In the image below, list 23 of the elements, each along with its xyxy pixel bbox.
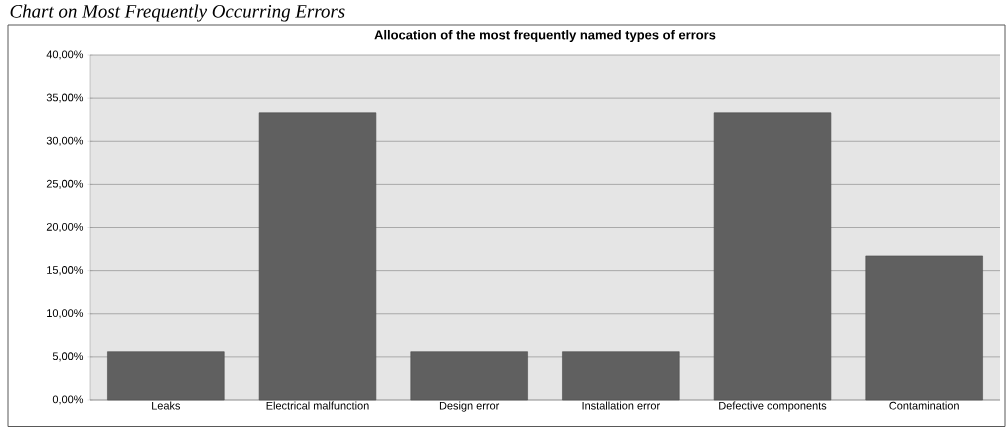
x-tick-label: Electrical malfunction	[266, 401, 369, 410]
text: Chart on Most Frequently Occurring Errors	[10, 4, 345, 22]
y-tick-label: 30,00%	[46, 136, 84, 146]
x-tick-label: Leaks	[152, 401, 181, 410]
y-tick-label: 20,00%	[46, 222, 84, 233]
bar	[713, 112, 832, 401]
bar	[865, 255, 983, 401]
y-tick-label: 0,00%	[52, 395, 84, 405]
bar	[410, 351, 528, 401]
bar	[258, 112, 377, 401]
y-tick-label: 10,00%	[47, 309, 84, 319]
x-tick-label: Design error	[439, 401, 500, 412]
y-tick-label: 25,00%	[46, 179, 84, 189]
x-tick-label: Contamination	[889, 401, 959, 410]
x-tick-label: Installation error	[582, 401, 660, 410]
y-tick-label: 40,00%	[46, 50, 84, 60]
x-tick-label: Defective components	[719, 401, 827, 412]
bar	[562, 351, 680, 401]
y-tick-label: 5,00%	[52, 352, 84, 362]
bar	[107, 351, 225, 401]
y-tick-label: 15,00%	[47, 266, 84, 276]
y-tick-label: 35,00%	[46, 93, 84, 103]
chart-title: Allocation of the most frequently named types of errors	[374, 29, 716, 43]
